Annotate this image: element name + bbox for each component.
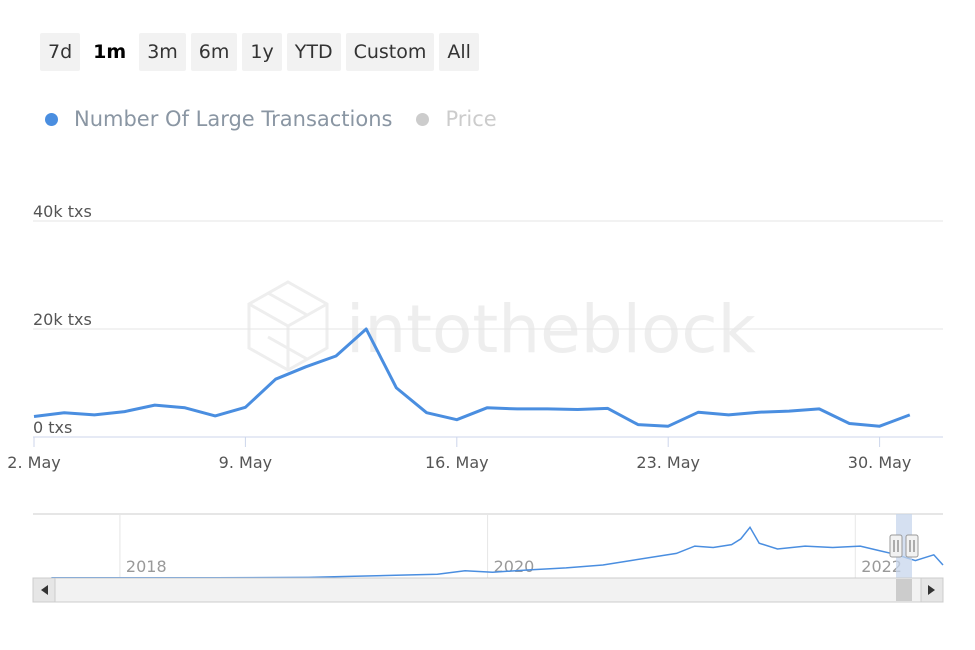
x-tick-label: 30. May <box>848 453 912 472</box>
x-tick-label: 16. May <box>425 453 489 472</box>
range-button-7d[interactable]: 7d <box>40 33 81 71</box>
x-tick-label: 2. May <box>7 453 60 472</box>
x-tick-label: 9. May <box>219 453 272 472</box>
navigator-tick-label: 2022 <box>861 557 902 576</box>
x-axis-ticks: 2. May 9. May 16. May 23. May 30. May <box>7 437 911 472</box>
y-tick-label: 0 txs <box>33 418 72 437</box>
navigator-tick-labels: 2018 2020 2022 <box>126 557 902 576</box>
range-button-1y[interactable]: 1y <box>242 33 282 71</box>
arrow-right-icon <box>928 585 935 595</box>
navigator-series-line <box>51 525 944 579</box>
watermark: intotheblock <box>247 280 757 372</box>
x-tick-label: 23. May <box>636 453 700 472</box>
range-button-all[interactable]: All <box>439 33 479 71</box>
navigator-selected-range[interactable] <box>896 514 912 578</box>
scroll-left-button[interactable] <box>32 577 56 603</box>
range-button-1m[interactable]: 1m <box>85 33 135 71</box>
navigator-tick-label: 2020 <box>494 557 535 576</box>
range-button-3m[interactable]: 3m <box>139 33 186 71</box>
legend-label: Number Of Large Transactions <box>74 107 393 131</box>
series-line-large-transactions[interactable] <box>33 327 911 428</box>
navigator-handle-right[interactable] <box>905 534 919 558</box>
scrollbar-thumb[interactable] <box>896 579 912 601</box>
navigator-grid <box>119 514 856 578</box>
watermark-logo-icon <box>247 280 329 372</box>
y-tick-label: 40k txs <box>33 202 92 221</box>
scrollbar-track[interactable] <box>32 577 944 603</box>
legend-dot-icon <box>416 112 430 126</box>
range-selector: 7d 1m 3m 6m 1y YTD Custom All <box>40 33 479 71</box>
legend: Number Of Large Transactions Price <box>45 107 497 131</box>
range-button-6m[interactable]: 6m <box>190 33 238 71</box>
navigator[interactable]: 2018 2020 2022 <box>33 513 944 579</box>
legend-item-price[interactable]: Price <box>416 107 497 131</box>
legend-label: Price <box>445 107 497 131</box>
legend-dot-icon <box>45 112 58 126</box>
arrow-left-icon <box>41 585 48 595</box>
scroll-right-button[interactable] <box>920 577 944 603</box>
legend-item-large-transactions[interactable]: Number Of Large Transactions <box>45 107 392 131</box>
y-tick-label: 20k txs <box>33 310 92 329</box>
navigator-tick-label: 2018 <box>126 557 167 576</box>
range-button-ytd[interactable]: YTD <box>286 33 341 71</box>
range-button-custom[interactable]: Custom <box>345 33 435 71</box>
y-axis-ticks: 0 txs 20k txs 40k txs <box>33 202 92 437</box>
navigator-handle-left[interactable] <box>889 534 903 558</box>
scrollbar[interactable] <box>32 577 944 603</box>
